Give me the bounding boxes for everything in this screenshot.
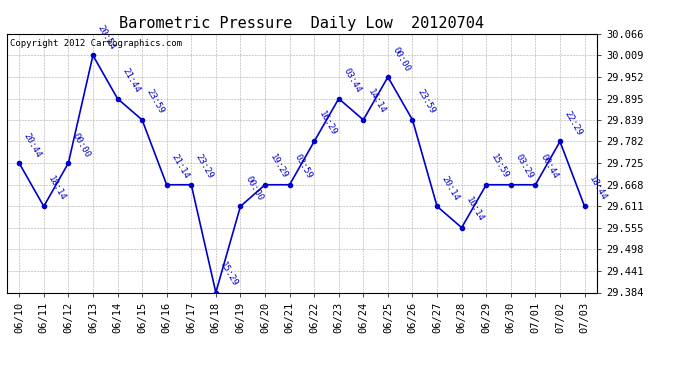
Text: 20:14: 20:14 <box>440 174 461 202</box>
Text: 00:00: 00:00 <box>71 131 92 159</box>
Text: 03:44: 03:44 <box>342 67 363 94</box>
Text: 03:59: 03:59 <box>293 153 313 181</box>
Text: 20:44: 20:44 <box>22 131 43 159</box>
Text: 20:54: 20:54 <box>96 23 117 51</box>
Text: 15:29: 15:29 <box>219 261 240 288</box>
Text: 21:44: 21:44 <box>120 67 141 94</box>
Title: Barometric Pressure  Daily Low  20120704: Barometric Pressure Daily Low 20120704 <box>119 16 484 31</box>
Text: 18:44: 18:44 <box>587 174 609 202</box>
Text: Copyright 2012 Cartographics.com: Copyright 2012 Cartographics.com <box>10 39 182 48</box>
Text: 18:14: 18:14 <box>46 174 68 202</box>
Text: 14:14: 14:14 <box>366 88 387 116</box>
Text: 00:00: 00:00 <box>391 45 412 73</box>
Text: 21:14: 21:14 <box>170 153 190 181</box>
Text: 19:29: 19:29 <box>268 153 289 181</box>
Text: 23:59: 23:59 <box>415 88 437 116</box>
Text: 00:00: 00:00 <box>243 174 264 202</box>
Text: 03:29: 03:29 <box>513 153 535 181</box>
Text: 23:59: 23:59 <box>145 88 166 116</box>
Text: 00:44: 00:44 <box>538 153 560 181</box>
Text: 23:29: 23:29 <box>194 153 215 181</box>
Text: 10:14: 10:14 <box>464 196 486 223</box>
Text: 15:59: 15:59 <box>489 153 510 181</box>
Text: 16:29: 16:29 <box>317 110 338 137</box>
Text: 22:29: 22:29 <box>563 110 584 137</box>
